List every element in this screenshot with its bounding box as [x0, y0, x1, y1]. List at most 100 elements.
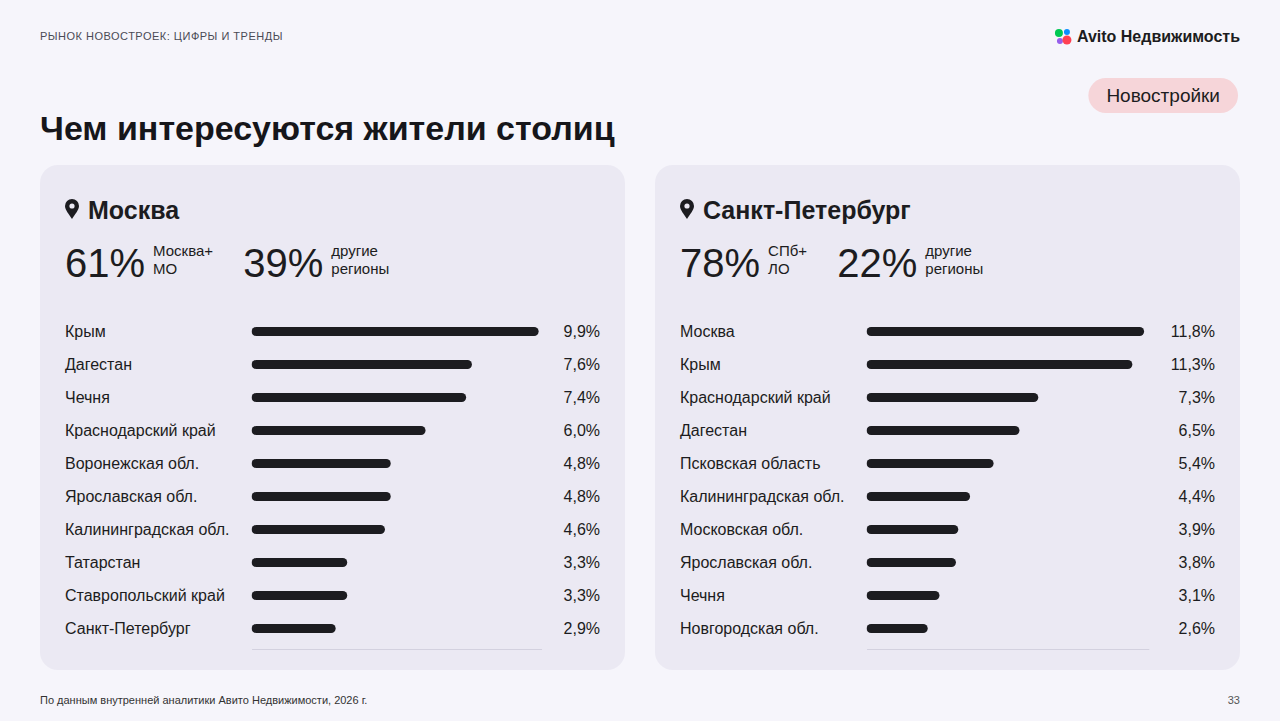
data-label: 2,9%: [564, 620, 600, 637]
y-tick: Дагестан: [680, 422, 747, 439]
y-tick: Ярославская обл.: [680, 554, 812, 571]
caption-line: другие: [331, 242, 378, 259]
bars: [867, 327, 1145, 633]
bar: [867, 525, 959, 534]
y-tick: Татарстан: [65, 554, 140, 571]
page-number: 33: [1228, 694, 1240, 706]
background: [0, 0, 1280, 721]
data-label: 11,8%: [1171, 323, 1215, 340]
caption-line: МО: [153, 260, 177, 277]
bar: [867, 459, 994, 468]
share-value: 61%: [65, 241, 145, 285]
panel-title: Санкт-Петербург: [703, 196, 911, 224]
data-label: 6,0%: [564, 422, 600, 439]
y-tick: Калининградская обл.: [65, 521, 230, 538]
bar: [252, 459, 391, 468]
share-caption: другиерегионы: [925, 242, 983, 277]
brand-logo: [1055, 29, 1072, 45]
caption-line: регионы: [925, 260, 983, 277]
x-axis: [867, 649, 1149, 650]
share-value: 22%: [837, 241, 917, 285]
data-label: 9,9%: [564, 323, 600, 340]
slide-svg: РЫНОК НОВОСТРОЕК: ЦИФРЫ И ТРЕНДЫ Avito Не…: [0, 0, 1280, 721]
bar: [867, 360, 1133, 369]
y-tick: Крым: [680, 356, 721, 373]
section-label: РЫНОК НОВОСТРОЕК: ЦИФРЫ И ТРЕНДЫ: [40, 30, 283, 42]
panel-title: Москва: [88, 196, 180, 224]
data-label: 4,8%: [564, 488, 600, 505]
y-tick-label: Дагестан: [680, 422, 747, 439]
tag-pill: Новостройки: [1088, 78, 1238, 113]
y-tick-label: Воронежская обл.: [65, 455, 199, 472]
bar: [867, 624, 928, 633]
bar: [867, 426, 1020, 435]
x-axis-line: [252, 649, 542, 650]
share-value: 39%: [243, 241, 323, 285]
y-tick-label: Дагестан: [65, 356, 132, 373]
pin-shape: [680, 199, 694, 219]
share-caption: Москва+МО: [153, 242, 213, 277]
panel: Санкт-Петербург78%СПб+ЛО22%другиерегионы…: [655, 165, 1240, 670]
y-tick-label: Калининградская обл.: [65, 521, 230, 538]
pin-shape: [65, 199, 79, 219]
y-tick-label: Чечня: [680, 587, 725, 604]
pin-hole: [684, 203, 689, 208]
data-label: 4,8%: [564, 455, 600, 472]
x-axis: [252, 649, 542, 650]
bar: [252, 624, 336, 633]
y-tick-label: Новгородская обл.: [680, 620, 819, 637]
bar: [867, 393, 1039, 402]
bar: [252, 492, 391, 501]
y-tick: Ставропольский край: [65, 587, 225, 604]
y-tick: Краснодарский край: [65, 422, 216, 439]
caption-line: Москва+: [153, 242, 213, 259]
y-tick-label: Краснодарский край: [65, 422, 216, 439]
bar: [252, 426, 426, 435]
data-label: 3,3%: [564, 554, 600, 571]
y-tick: Новгородская обл.: [680, 620, 819, 637]
share-caption: СПб+ЛО: [768, 242, 807, 277]
x-axis-line: [867, 649, 1149, 650]
y-axis: Крым Дагестан Чечня Краснодарский край Ворон…: [65, 323, 230, 637]
caption-line: регионы: [331, 260, 389, 277]
y-tick-label: Татарстан: [65, 554, 140, 571]
data-label: 2,6%: [1179, 620, 1215, 637]
bar: [867, 558, 956, 567]
data-label: 6,5%: [1179, 422, 1215, 439]
panel: Москва61%Москва+МО39%другиерегионыКрымДа…: [40, 165, 625, 670]
data-label: 7,3%: [1179, 389, 1215, 406]
logo-dot: [1055, 29, 1063, 37]
logo-dot: [1064, 29, 1070, 35]
y-tick: Воронежская обл.: [65, 455, 199, 472]
y-tick: Санкт-Петербург: [65, 620, 191, 637]
caption-line: другие: [925, 242, 972, 259]
y-tick-label: Псковская область: [680, 455, 821, 472]
bar: [252, 558, 348, 567]
title: Чем интересуются жители столиц: [40, 109, 615, 147]
slide: РЫНОК НОВОСТРОЕК: ЦИФРЫ И ТРЕНДЫ Avito Не…: [0, 0, 1280, 721]
data-label: 3,1%: [1179, 587, 1215, 604]
y-tick-label: Санкт-Петербург: [65, 620, 191, 637]
y-tick: Чечня: [680, 587, 725, 604]
data-label: 7,4%: [564, 389, 600, 406]
y-tick: Калининградская обл.: [680, 488, 845, 505]
y-tick-label: Ярославская обл.: [65, 488, 197, 505]
brand: Avito Недвижимость: [1077, 28, 1240, 45]
y-tick: Краснодарский край: [680, 389, 831, 406]
tag-text: Новостройки: [1106, 85, 1220, 106]
y-tick-label: Крым: [65, 323, 106, 340]
bar: [252, 393, 467, 402]
data-label: 5,4%: [1179, 455, 1215, 472]
bar: [252, 360, 472, 369]
bar: [252, 525, 385, 534]
y-tick-label: Крым: [680, 356, 721, 373]
bar: [867, 591, 940, 600]
pin-icon: [65, 199, 79, 219]
bar: [252, 591, 348, 600]
y-tick: Крым: [65, 323, 106, 340]
share-caption: другиерегионы: [331, 242, 389, 277]
y-tick-label: Краснодарский край: [680, 389, 831, 406]
pin-icon: [680, 199, 694, 219]
y-tick-label: Чечня: [65, 389, 110, 406]
data-label: 4,4%: [1179, 488, 1215, 505]
